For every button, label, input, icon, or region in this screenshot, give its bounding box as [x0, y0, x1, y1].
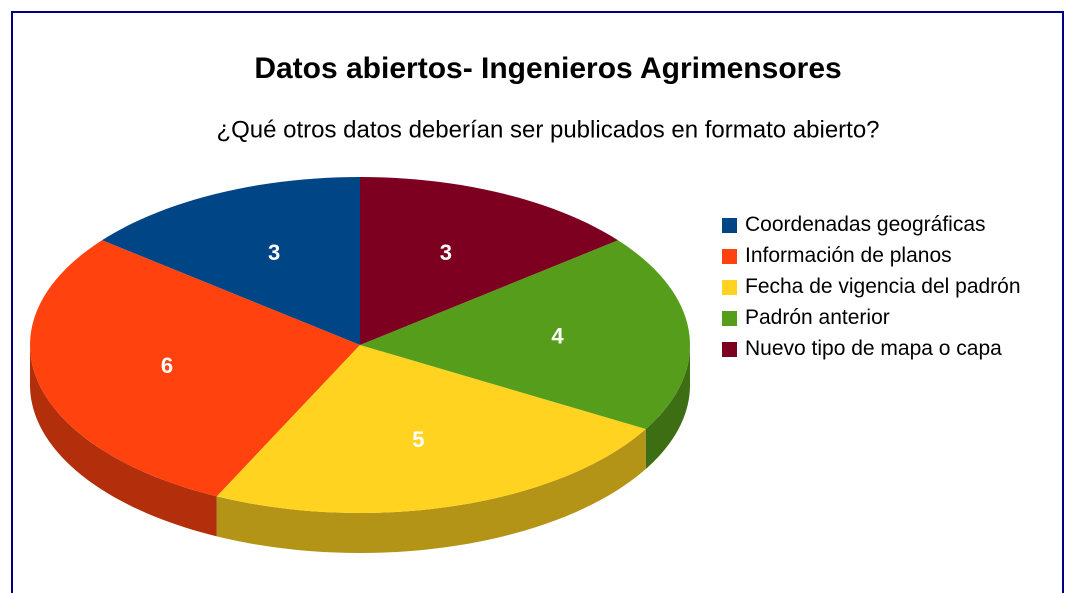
legend-label: Nuevo tipo de mapa o capa: [745, 337, 1002, 360]
data-label: 6: [161, 353, 173, 378]
data-label: 5: [412, 427, 424, 452]
legend-item: Padrón anterior: [722, 307, 1062, 329]
legend-item: Información de planos: [722, 245, 1062, 267]
data-label: 4: [551, 323, 564, 348]
chart-frame: [11, 11, 1064, 593]
legend-label: Información de planos: [745, 244, 952, 267]
legend-label: Coordenadas geográficas: [745, 213, 986, 236]
slice: [216, 345, 646, 513]
chart-subtitle: ¿Qué otros datos deberían ser publicados…: [216, 116, 879, 143]
pie-sides: [30, 345, 690, 553]
slice-side: [216, 429, 646, 553]
legend-item: Coordenadas geográficas: [722, 214, 1062, 236]
slice: [30, 240, 360, 497]
slice: [101, 177, 361, 345]
slice-side: [645, 345, 690, 469]
legend-swatch: [722, 311, 737, 326]
legend-swatch: [722, 218, 737, 233]
legend-label: Fecha de vigencia del padrón: [745, 275, 1021, 298]
legend-item: Fecha de vigencia del padrón: [722, 276, 1062, 298]
pie-tops: [30, 177, 690, 513]
legend: Coordenadas geográficas Información de pl…: [722, 214, 1062, 369]
slice-side: [30, 345, 217, 537]
data-label: 3: [440, 240, 452, 265]
legend-label: Padrón anterior: [745, 306, 890, 329]
legend-item: Nuevo tipo de mapa o capa: [722, 338, 1062, 360]
chart-title: Datos abiertos- Ingenieros Agrimensores: [254, 52, 841, 85]
data-label: 3: [268, 240, 280, 265]
slice: [360, 240, 690, 429]
legend-swatch: [722, 280, 737, 295]
legend-swatch: [722, 249, 737, 264]
legend-swatch: [722, 342, 737, 357]
slice: [360, 177, 619, 345]
